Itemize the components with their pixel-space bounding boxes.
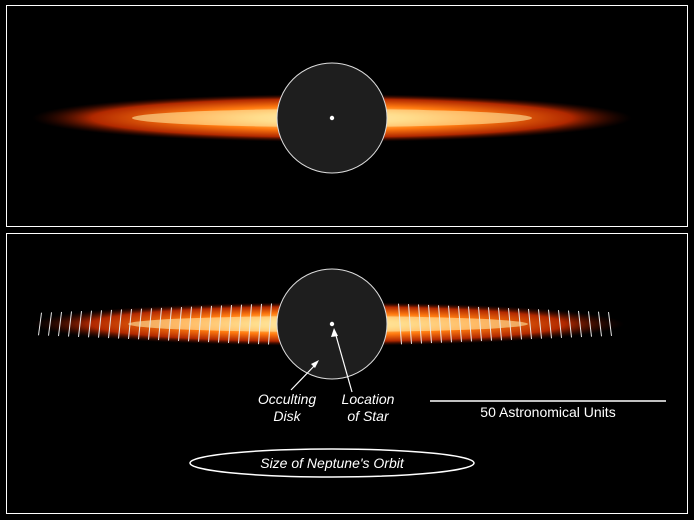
polarization-vector [498,307,502,341]
polarization-vector [98,310,102,338]
polarization-vector [468,306,472,342]
star-marker [329,115,335,121]
polarization-vector [568,310,572,338]
star-location-label-2: of Star [347,408,390,424]
polarization-vector [268,303,272,345]
polarization-vector [168,307,172,341]
polarization-vector [258,303,262,345]
polarization-vector [518,308,522,340]
bottom-panel: Occulting Disk Location of Star 50 Astro… [6,233,688,514]
polarization-vector [158,307,162,341]
occulting-disk-arrow [290,362,318,391]
neptune-orbit-ellipse [189,448,475,478]
polarization-vector [88,310,92,338]
polarization-vector [148,308,152,340]
polarization-vector [438,305,442,343]
polarization-vector [508,308,512,340]
polarization-vector [428,304,432,344]
star-marker [329,321,335,327]
polarization-vector [588,311,592,337]
polarization-vector [118,309,122,339]
polarization-vector [138,308,142,340]
polarization-vector [478,306,482,342]
occulting-disk-label-2: Disk [273,408,301,424]
polarization-vector [538,309,542,339]
top-panel [6,5,688,227]
star-location-label-1: Location [342,391,395,407]
polarization-vector [208,305,212,343]
polarization-vectors [38,303,612,345]
polarization-vector [578,310,582,338]
polarization-vector [128,309,132,339]
arrowhead-icon [311,360,319,368]
polarization-vector [598,311,602,337]
polarization-vector [238,304,242,344]
polarization-vector [548,309,552,339]
polarization-vector [198,306,202,342]
polarization-vector [248,304,252,344]
star-location-arrow [334,331,353,393]
arrowhead-icon [331,328,338,337]
polarization-vector [188,306,192,342]
occulting-disk-label-1: Occulting [258,391,317,407]
polarization-vector [558,310,562,338]
polarization-vector [78,311,82,337]
polarization-vector [108,309,112,339]
polarization-vector [448,305,452,343]
polarization-vector [228,305,232,343]
neptune-orbit-label: Size of Neptune's Orbit [260,455,405,471]
polarization-vector [178,307,182,341]
polarization-vector [488,307,492,341]
polarization-vector [48,312,52,336]
scale-bar-label: 50 Astronomical Units [480,404,615,420]
polarization-vector [608,312,612,336]
polarization-vector [218,305,222,343]
polarization-vector [458,306,462,342]
polarization-vector [418,304,422,344]
polarization-vector [528,308,532,340]
polarization-vector [408,304,412,344]
polarization-vector [38,312,42,336]
polarization-vector [58,311,62,337]
polarization-vector [398,303,402,345]
polarization-vector [68,311,72,337]
